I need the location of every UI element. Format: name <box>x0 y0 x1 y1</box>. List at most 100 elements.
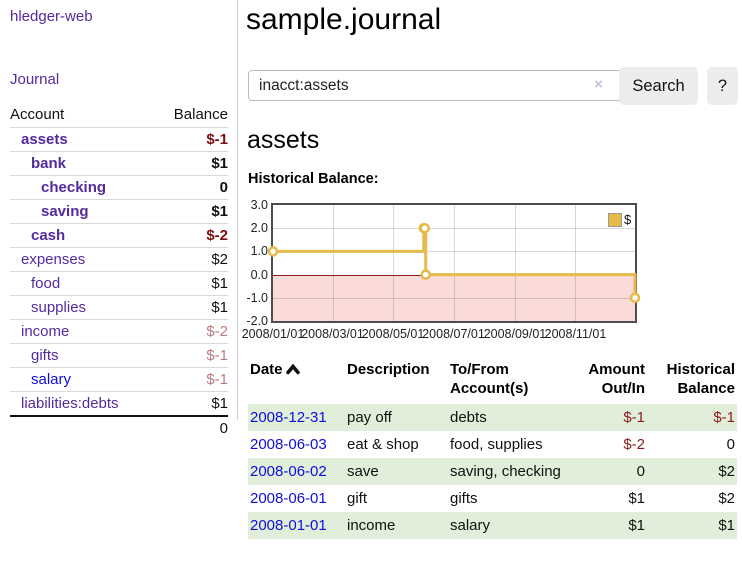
amount-cell: 0 <box>636 463 645 480</box>
transaction-date-link[interactable]: 2008-01-01 <box>250 517 327 534</box>
grid-line <box>514 205 516 321</box>
amount-cell: $1 <box>628 517 645 534</box>
register-table: Date Description To/From Account(s) Amou… <box>248 358 737 539</box>
transaction-date-link[interactable]: 2008-06-03 <box>250 436 327 453</box>
account-balance: $-2 <box>206 323 228 340</box>
accounts-cell: saving, checking <box>450 463 561 480</box>
grid-line <box>273 251 635 253</box>
account-row: cash $-2 <box>10 223 228 247</box>
search-button[interactable]: Search <box>619 67 698 105</box>
balance-line <box>273 226 637 298</box>
y-axis-label: -1.0 <box>246 290 268 305</box>
legend-swatch <box>608 212 622 227</box>
data-point-marker[interactable] <box>420 269 431 280</box>
account-link[interactable]: checking <box>41 179 107 196</box>
sidebar-divider <box>237 0 238 420</box>
grid-line <box>453 205 455 321</box>
account-row: assets $-1 <box>10 127 228 151</box>
balance-line-series <box>267 222 641 304</box>
accounts-table: Account Balance assets $-1 bank $1 checking 0… <box>10 103 228 441</box>
accounts-total-value: 0 <box>219 420 228 437</box>
accounts-table-header: Account Balance <box>10 103 228 127</box>
account-link[interactable]: expenses <box>21 251 86 268</box>
clear-search-icon[interactable]: × <box>594 76 603 93</box>
grid-line <box>273 228 635 230</box>
column-header-date[interactable]: Date <box>248 358 345 404</box>
account-balance: $-2 <box>206 227 228 244</box>
account-balance: $1 <box>211 395 228 412</box>
transaction-date-cell: 2008-06-02 <box>248 458 345 485</box>
help-button[interactable]: ? <box>707 67 738 105</box>
accounts-total-row: 0 <box>10 417 228 441</box>
account-row: checking 0 <box>10 175 228 199</box>
account-link[interactable]: food <box>31 275 61 292</box>
register-row: 2008-06-03 eat & shop food, supplies $-2 0 <box>248 431 737 458</box>
description-cell: gift <box>347 490 368 507</box>
data-point-marker[interactable] <box>267 246 279 257</box>
balance-cell: $2 <box>718 490 735 507</box>
accounts-cell: gifts <box>450 490 478 507</box>
y-axis-label: -2.0 <box>246 314 268 328</box>
account-link[interactable]: salary <box>31 371 72 388</box>
account-link[interactable]: saving <box>41 203 89 220</box>
transaction-date-cell: 2008-01-01 <box>248 512 345 539</box>
account-row: gifts $-1 <box>10 343 228 367</box>
account-link[interactable]: cash <box>31 227 66 244</box>
x-axis-label: 2008/01/01 <box>241 327 305 341</box>
negative-region <box>273 274 635 321</box>
account-row: bank $1 <box>10 151 228 175</box>
account-link[interactable]: liabilities:debts <box>21 395 119 412</box>
chart-legend: $ <box>608 212 631 227</box>
transaction-date-link[interactable]: 2008-06-01 <box>250 490 327 507</box>
account-link[interactable]: supplies <box>31 299 87 316</box>
account-row: salary $-1 <box>10 367 228 391</box>
description-cell: eat & shop <box>347 436 419 453</box>
transaction-date-link[interactable]: 2008-06-02 <box>250 463 327 480</box>
x-axis-label: 2008/05/01 <box>361 327 425 341</box>
chart-plot-area <box>267 203 641 323</box>
balance-cell: 0 <box>726 436 735 453</box>
account-row: saving $1 <box>10 199 228 223</box>
y-axis-label: 3.0 <box>250 198 268 212</box>
y-axis-label: 2.0 <box>250 221 268 236</box>
account-balance: $-1 <box>206 371 228 388</box>
y-axis-label: 0.0 <box>250 267 268 282</box>
transaction-date-cell: 2008-12-31 <box>248 404 345 431</box>
x-axis-label: 2008/07/01 <box>422 327 485 341</box>
account-balance: $2 <box>211 251 228 268</box>
x-axis-label: 2008/09/01 <box>483 327 547 341</box>
transaction-date-link[interactable]: 2008-12-31 <box>250 409 327 426</box>
x-axis-label: 2008/11/01 <box>544 327 607 341</box>
account-link[interactable]: bank <box>31 155 67 172</box>
register-row: 2008-06-02 save saving, checking 0 $2 <box>248 458 737 485</box>
accounts-cell: salary <box>450 517 491 534</box>
chart-title: Historical Balance: <box>248 171 379 187</box>
sidebar-item-journal[interactable]: Journal <box>10 71 60 88</box>
description-cell: pay off <box>347 409 392 426</box>
balance-column-header: Balance <box>173 106 228 123</box>
account-balance: $1 <box>211 155 228 172</box>
transaction-date-cell: 2008-06-03 <box>248 431 345 458</box>
y-axis-label: 1.0 <box>250 244 268 259</box>
transaction-date-cell: 2008-06-01 <box>248 485 345 512</box>
brand-link[interactable]: hledger-web <box>10 8 93 25</box>
data-point-marker[interactable] <box>419 222 430 234</box>
historical-balance-chart: 3.0 2.0 1.0 0.0 -1.0 -2.0 2008/01/01 2008/03/01… <box>240 198 742 347</box>
account-row: liabilities:debts $1 <box>10 391 228 417</box>
account-link[interactable]: assets <box>21 131 68 148</box>
account-row: expenses $2 <box>10 247 228 271</box>
register-row: 2008-12-31 pay off debts $-1 $-1 <box>248 404 737 431</box>
register-header-row: Date Description To/From Account(s) Amou… <box>248 358 737 404</box>
account-heading: assets <box>247 126 320 154</box>
balance-cell: $-1 <box>713 409 735 426</box>
balance-cell: $1 <box>718 517 735 534</box>
account-link[interactable]: income <box>21 323 70 340</box>
search-input[interactable] <box>248 70 622 101</box>
accounts-cell: debts <box>450 409 487 426</box>
account-row: income $-2 <box>10 319 228 343</box>
data-point-marker[interactable] <box>629 292 641 304</box>
balance-cell: $2 <box>718 463 735 480</box>
accounts-cell: food, supplies <box>450 436 543 453</box>
account-link[interactable]: gifts <box>31 347 59 364</box>
